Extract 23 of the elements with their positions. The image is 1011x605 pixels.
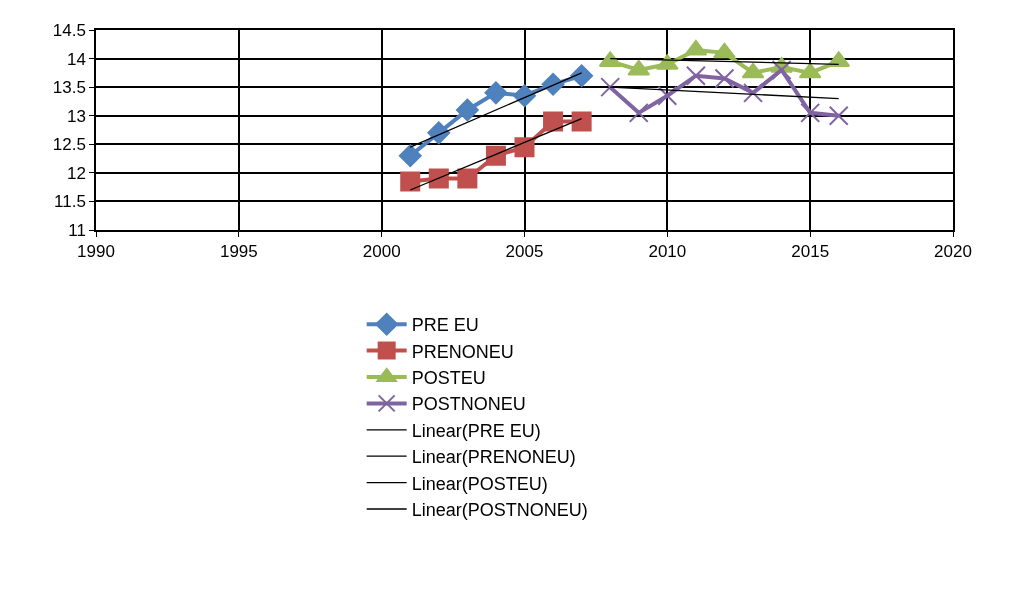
legend-label: PRE EU (411, 315, 479, 336)
y-tick-label: 14 (66, 49, 86, 69)
legend-label: PRENONEU (411, 341, 514, 362)
y-tick-label: 12.5 (52, 135, 86, 155)
legend-label: Linear(PRE EU) (411, 420, 541, 441)
legend-label: Linear(POSTEU) (411, 473, 548, 494)
x-tick-label: 1995 (219, 242, 258, 262)
legend-label: Linear(POSTNONEU) (411, 500, 588, 521)
x-tick-label: 2015 (791, 242, 830, 262)
y-tick-label: 11 (68, 220, 86, 240)
legend-label: Linear(PRENONEU) (411, 447, 576, 468)
x-tick-label: 2000 (362, 242, 401, 262)
x-tick-label: 1990 (77, 242, 115, 262)
legend-label: POSTEU (411, 368, 486, 389)
y-tick-label: 11.5 (54, 192, 86, 212)
y-tick-label: 14.5 (52, 20, 86, 40)
x-tick-label: 2005 (505, 242, 544, 262)
x-tick-label: 2020 (934, 242, 972, 262)
x-tick-label: 2010 (648, 242, 687, 262)
legend-label: POSTNONEU (411, 394, 526, 415)
y-tick-label: 12 (66, 163, 86, 183)
y-tick-label: 13.5 (52, 78, 86, 98)
y-tick-label: 13 (66, 106, 86, 126)
